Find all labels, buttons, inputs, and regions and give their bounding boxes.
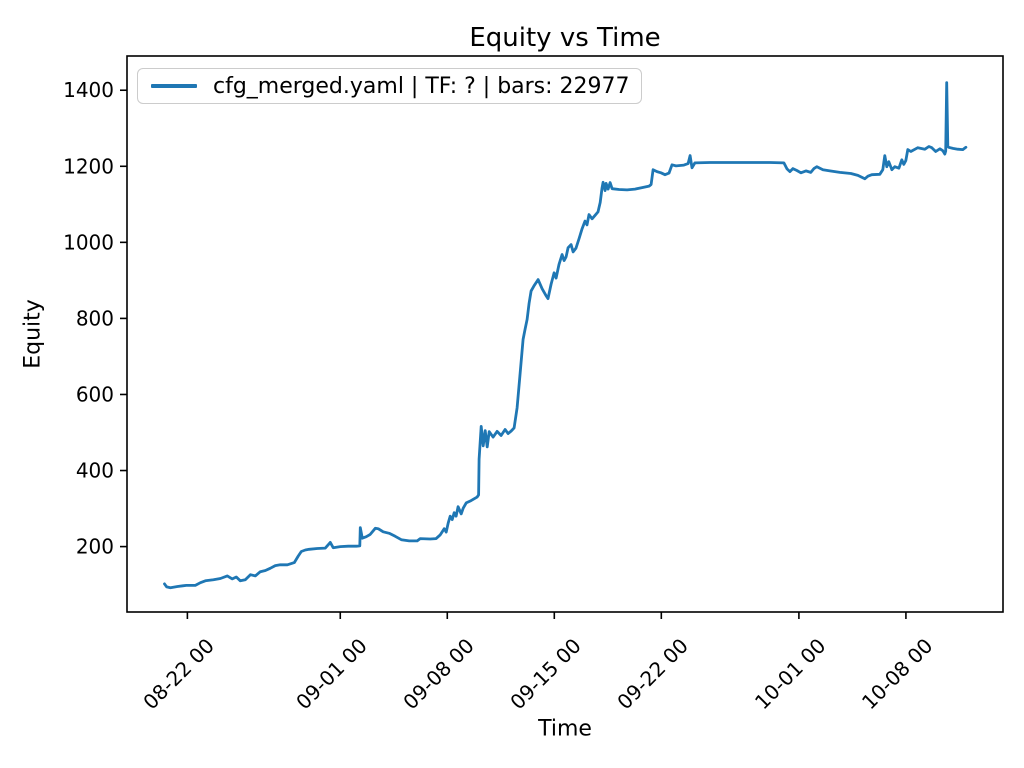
x-tick-label: 09-01 00 — [291, 634, 372, 715]
y-tick-label: 1000 — [63, 230, 114, 254]
equity-line — [163, 81, 968, 590]
y-tick-label: 200 — [76, 535, 114, 559]
x-tick-label: 09-22 00 — [612, 634, 693, 715]
y-tick-label: 400 — [76, 459, 114, 483]
x-tick-label: 10-08 00 — [857, 634, 938, 715]
y-tick-label: 1400 — [63, 78, 114, 102]
y-tick-label: 1200 — [63, 154, 114, 178]
x-tick-label: 09-08 00 — [398, 634, 479, 715]
chart-title: Equity vs Time — [469, 23, 661, 53]
x-tick-label: 08-22 00 — [138, 634, 219, 715]
legend-entry-label: cfg_merged.yaml | TF: ? | bars: 22977 — [213, 73, 630, 99]
legend-box: cfg_merged.yaml | TF: ? | bars: 22977 — [137, 68, 642, 104]
y-axis-label: Equity — [20, 299, 46, 369]
y-tick-label: 600 — [76, 382, 114, 406]
x-tick-label: 09-15 00 — [505, 634, 586, 715]
x-tick-label: 10-01 00 — [750, 634, 831, 715]
plot-frame — [126, 55, 1004, 613]
legend-line-sample — [151, 84, 197, 88]
x-axis-label: Time — [538, 716, 592, 742]
y-tick-label: 800 — [76, 306, 114, 330]
